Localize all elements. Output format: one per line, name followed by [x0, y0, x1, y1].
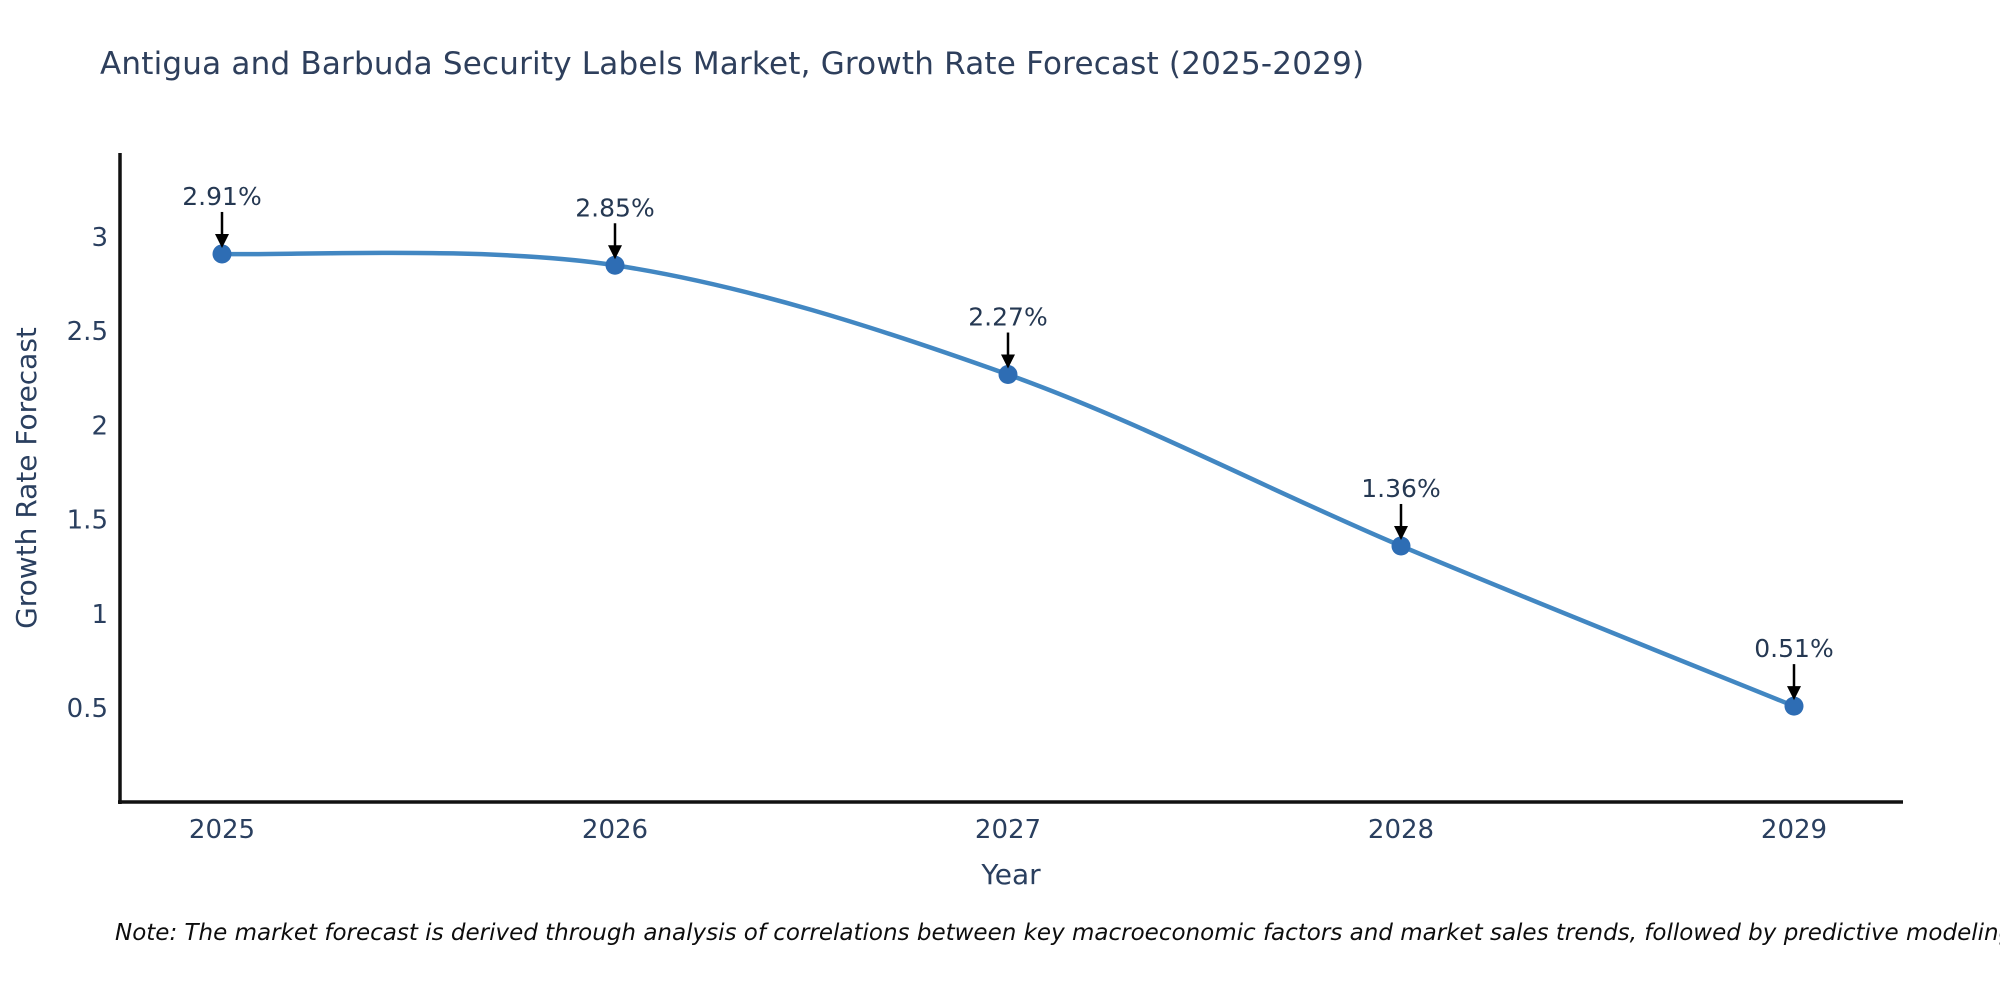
x-tick-label: 2025 [189, 815, 255, 845]
data-point [605, 255, 625, 275]
series-layer [212, 244, 1804, 716]
y-tick-label: 1 [91, 600, 108, 630]
data-point [1784, 696, 1804, 716]
x-tick-label: 2026 [582, 815, 648, 845]
x-tick-label: 2028 [1368, 815, 1434, 845]
data-point-label: 2.85% [575, 193, 654, 222]
data-point [212, 244, 232, 264]
x-tick-label: 2027 [975, 815, 1041, 845]
y-axis-title: Growth Rate Forecast [10, 327, 43, 629]
y-tick-label: 2 [91, 411, 108, 441]
y-tick-label: 0.5 [67, 694, 108, 724]
annotation-arrowhead [1001, 354, 1015, 369]
annotation-arrowhead [215, 233, 229, 248]
data-point-label: 0.51% [1754, 634, 1833, 663]
annotation-arrowhead [1787, 686, 1801, 701]
data-point-label: 1.36% [1361, 474, 1440, 503]
chart-title: Antigua and Barbuda Security Labels Mark… [100, 46, 1365, 82]
data-point-label: 2.91% [182, 182, 261, 211]
data-point [1391, 536, 1411, 556]
y-tick-label: 1.5 [67, 506, 108, 536]
footnote: Note: The market forecast is derived thr… [115, 920, 2000, 946]
x-tick-labels: 2025 2026 2027 2028 2029 [189, 815, 1827, 845]
data-point [998, 365, 1018, 385]
y-tick-label: 3 [91, 223, 108, 253]
y-tick-label: 2.5 [67, 317, 108, 347]
y-tick-labels: 3 2.5 2 1.5 1 0.5 [67, 223, 108, 724]
data-point-label: 2.27% [968, 303, 1047, 332]
annotations: 2.91% 2.85% 2.27% 1.36% 0.51% [182, 182, 1834, 701]
annotation-arrowhead [1394, 525, 1408, 540]
x-axis-title: Year [980, 858, 1041, 891]
x-tick-label: 2029 [1761, 815, 1827, 845]
annotation-arrowhead [608, 245, 622, 260]
